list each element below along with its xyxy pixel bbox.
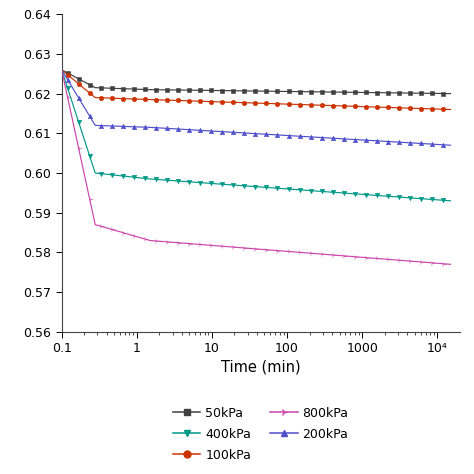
X-axis label: Time (min): Time (min)	[221, 359, 301, 374]
Legend: 50kPa, 400kPa, 100kPa, 800kPa, 200kPa: 50kPa, 400kPa, 100kPa, 800kPa, 200kPa	[168, 401, 354, 467]
